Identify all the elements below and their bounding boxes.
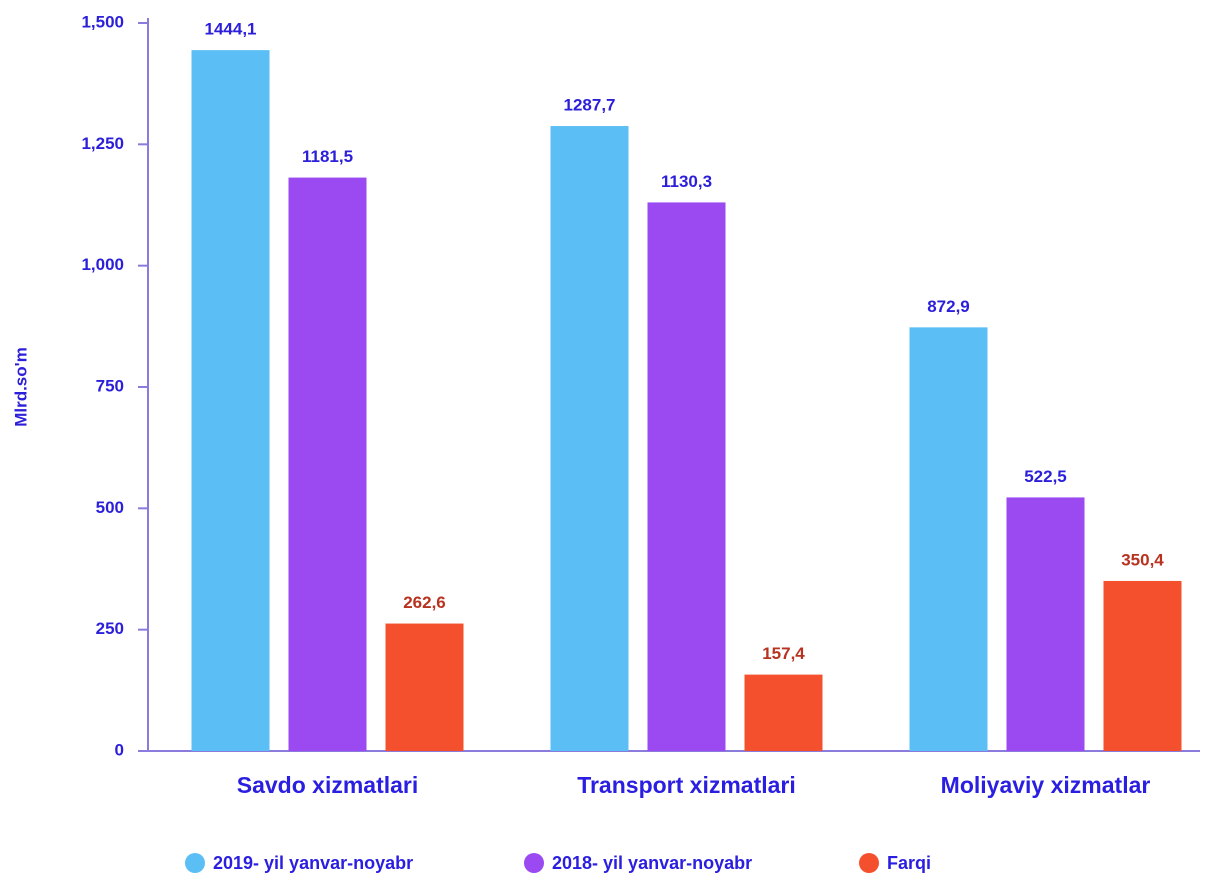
value-label: 1444,1 — [205, 20, 257, 39]
x-tick-label: Transport xizmatlari — [577, 772, 796, 798]
legend-label: Farqi — [887, 853, 931, 873]
y-tick-label: 750 — [96, 376, 124, 395]
bar — [744, 674, 823, 751]
y-tick-label: 1,500 — [81, 12, 124, 31]
legend-marker — [185, 853, 205, 873]
y-tick-label: 1,250 — [81, 134, 124, 153]
value-label: 350,4 — [1121, 550, 1164, 569]
value-label: 262,6 — [403, 593, 446, 612]
x-tick-label: Savdo xizmatlari — [237, 772, 419, 798]
y-tick-label: 250 — [96, 619, 124, 638]
bar — [909, 327, 988, 751]
y-tick-label: 0 — [115, 740, 124, 759]
legend-label: 2019- yil yanvar-noyabr — [213, 853, 413, 873]
bar — [385, 623, 464, 751]
legend-marker — [859, 853, 879, 873]
bar — [1006, 497, 1085, 751]
bar — [1103, 580, 1182, 751]
y-axis-label: Mlrd.so'm — [11, 347, 30, 427]
legend-marker — [524, 853, 544, 873]
value-label: 157,4 — [762, 644, 805, 663]
value-label: 1287,7 — [564, 96, 616, 115]
y-tick-label: 500 — [96, 498, 124, 517]
x-tick-label: Moliyaviy xizmatlar — [941, 772, 1151, 798]
value-label: 1181,5 — [302, 147, 353, 166]
bar — [288, 177, 367, 751]
y-tick-label: 1,000 — [81, 255, 124, 274]
bar — [191, 50, 270, 752]
value-label: 522,5 — [1024, 467, 1067, 486]
value-label: 1130,3 — [661, 172, 712, 191]
value-label: 872,9 — [927, 297, 970, 316]
legend-label: 2018- yil yanvar-noyabr — [552, 853, 752, 873]
bar — [647, 202, 726, 751]
bar — [550, 126, 629, 752]
